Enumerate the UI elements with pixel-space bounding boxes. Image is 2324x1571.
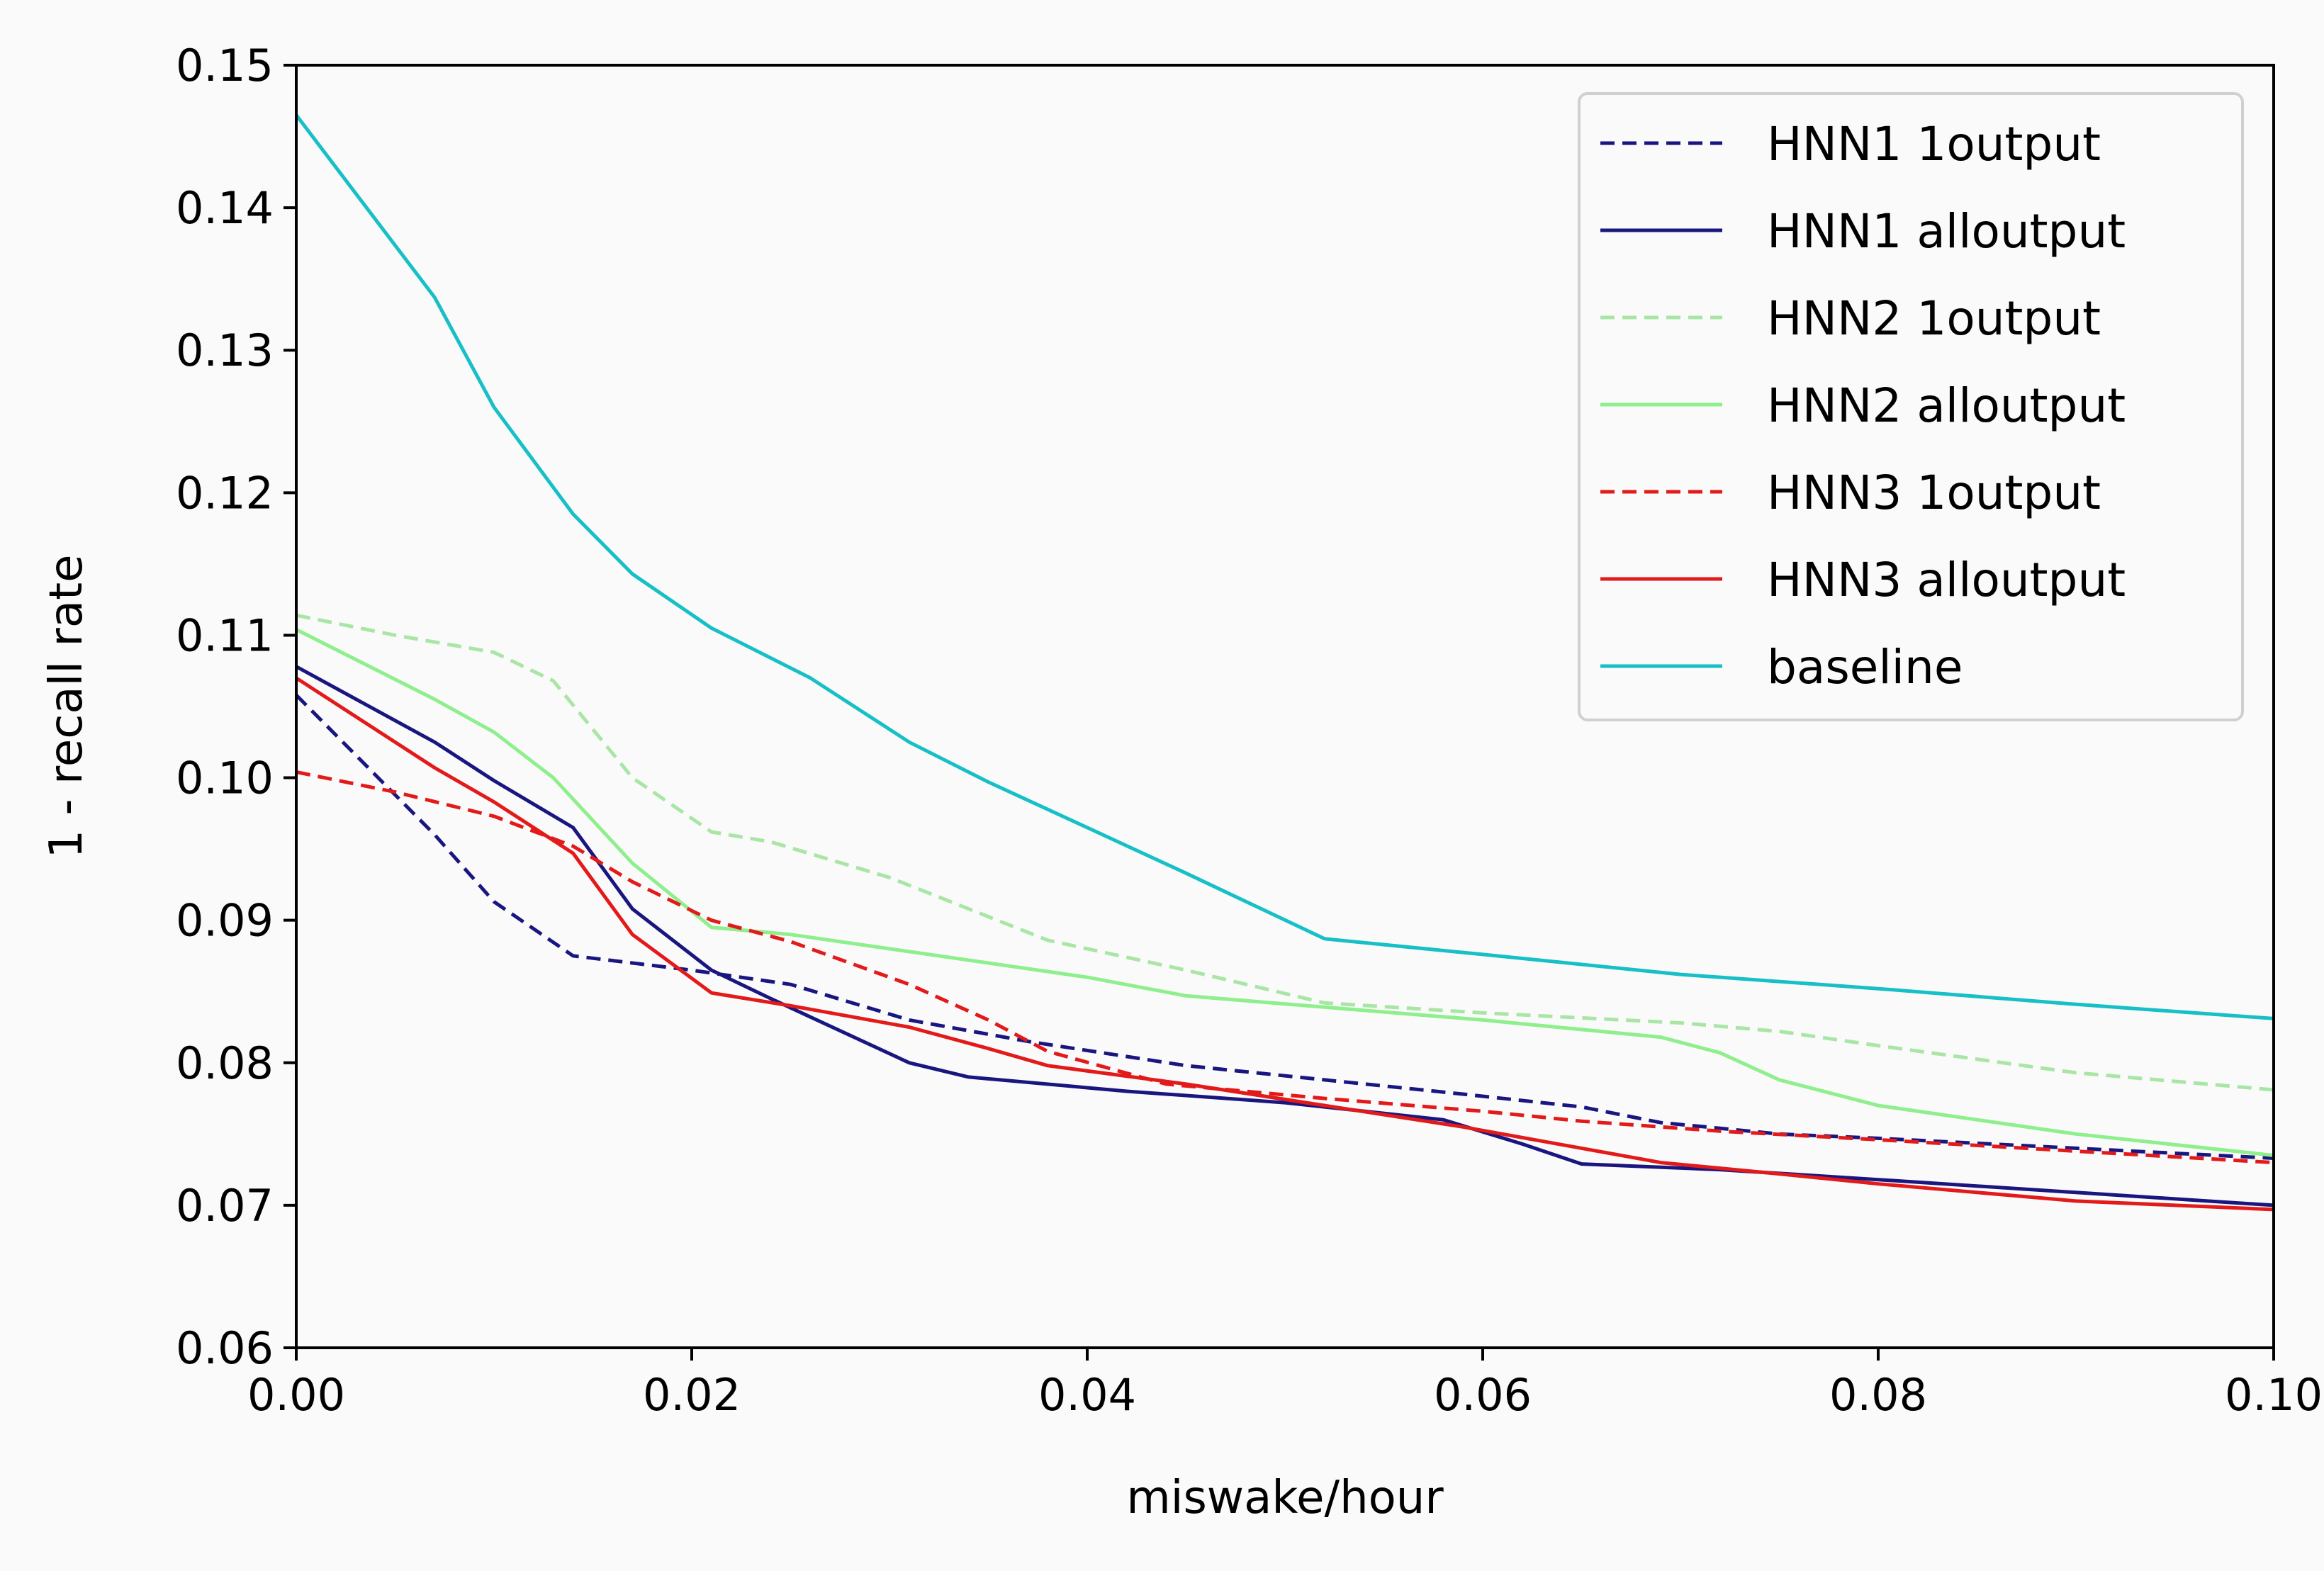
legend: HNN1 1output HNN1 alloutput HNN2 1output HN… bbox=[1578, 92, 2244, 721]
y-tick-label: 0.10 bbox=[176, 753, 274, 804]
legend-box bbox=[1578, 92, 2244, 721]
x-axis-label: miswake/hour bbox=[1126, 1472, 1444, 1524]
y-tick-label: 0.13 bbox=[176, 325, 274, 376]
legend-label-3: HNN2 alloutput bbox=[1767, 378, 2126, 433]
y-tick-label: 0.15 bbox=[176, 40, 274, 91]
series-line-0 bbox=[295, 694, 2274, 1160]
y-axis: 0.06 0.07 0.08 0.09 0.10 0.11 0.12 0.13 0.14 0.15 bbox=[176, 40, 296, 1374]
series-line-2 bbox=[296, 613, 2274, 1092]
legend-label-6: baseline bbox=[1767, 640, 1963, 694]
y-tick-label: 0.06 bbox=[176, 1322, 274, 1374]
y-tick-label: 0.09 bbox=[176, 895, 274, 947]
y-tick-label: 0.14 bbox=[176, 182, 274, 234]
y-axis-label: 1 - recall rate bbox=[40, 554, 93, 858]
legend-label-4: HNN3 1output bbox=[1767, 466, 2101, 520]
series-line-5 bbox=[295, 676, 2274, 1212]
y-tick-label: 0.11 bbox=[176, 609, 274, 661]
x-tick-label: 0.00 bbox=[247, 1369, 345, 1421]
series-layer bbox=[295, 113, 2274, 1212]
legend-label-5: HNN3 alloutput bbox=[1767, 553, 2126, 607]
y-tick-label: 0.12 bbox=[176, 467, 274, 519]
legend-label-2: HNN2 1output bbox=[1767, 291, 2101, 346]
x-tick-label: 0.10 bbox=[2225, 1369, 2323, 1421]
x-tick-label: 0.06 bbox=[1434, 1369, 1532, 1421]
y-tick-label: 0.08 bbox=[176, 1037, 274, 1089]
series-line-6 bbox=[295, 113, 2274, 1020]
x-tick-label: 0.04 bbox=[1038, 1369, 1136, 1421]
y-tick-label: 0.07 bbox=[176, 1180, 274, 1232]
legend-label-0: HNN1 1output bbox=[1767, 117, 2101, 171]
plot-frame bbox=[295, 64, 2275, 1349]
series-line-4 bbox=[296, 770, 2274, 1165]
legend-label-1: HNN1 alloutput bbox=[1767, 204, 2126, 259]
series-line-3 bbox=[295, 628, 2274, 1157]
x-tick-label: 0.02 bbox=[643, 1369, 741, 1421]
x-axis: 0.00 0.02 0.04 0.06 0.08 0.10 bbox=[247, 1348, 2323, 1421]
x-tick-label: 0.08 bbox=[1829, 1369, 1927, 1421]
